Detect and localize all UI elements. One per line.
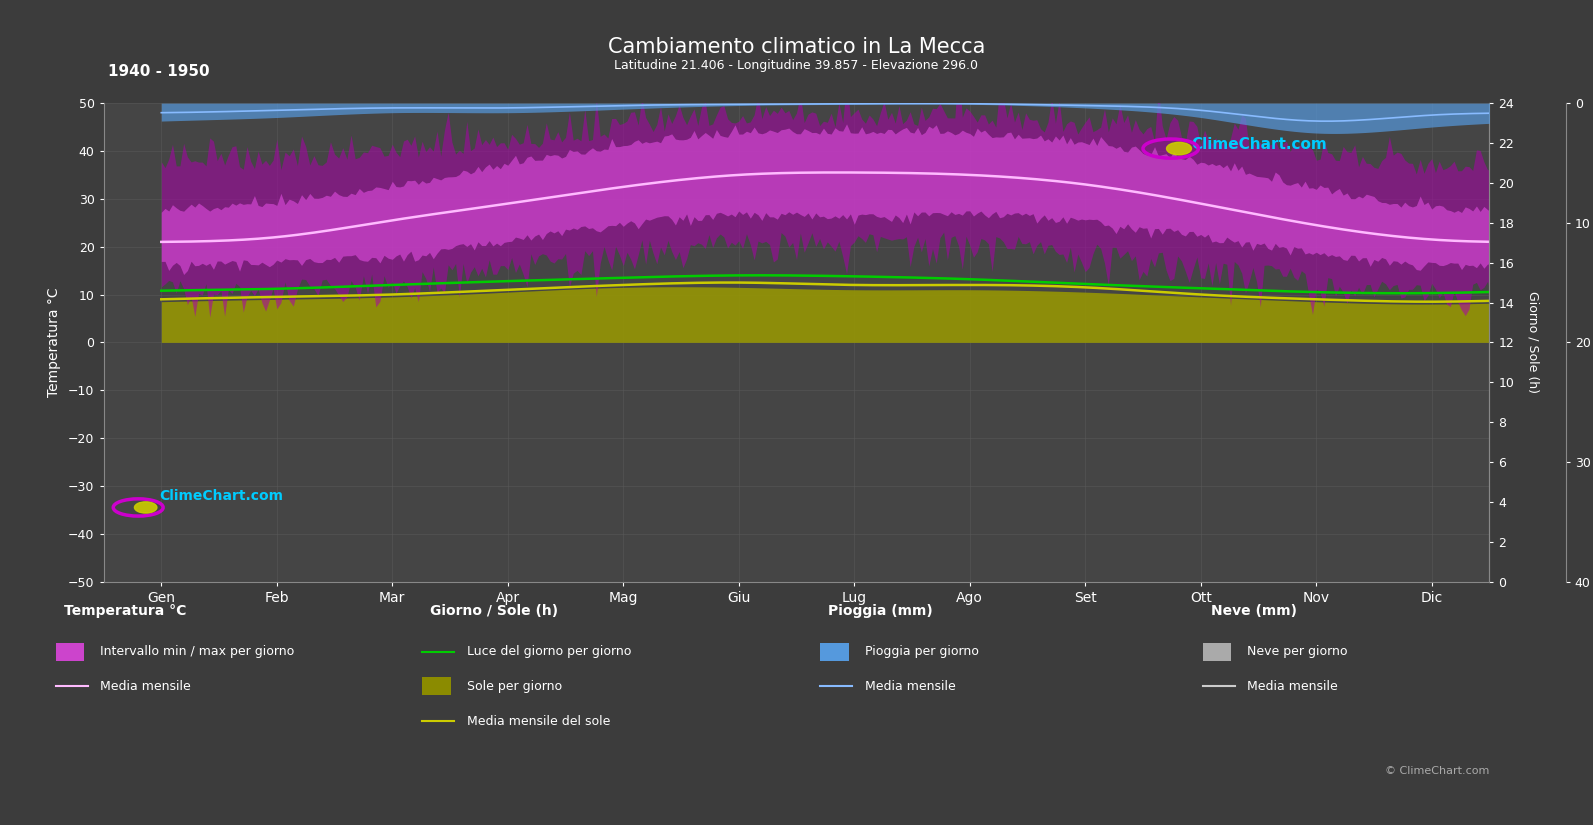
Text: Cambiamento climatico in La Mecca: Cambiamento climatico in La Mecca bbox=[609, 37, 984, 57]
Text: ClimeChart.com: ClimeChart.com bbox=[1192, 137, 1327, 152]
Y-axis label: Temperatura °C: Temperatura °C bbox=[48, 288, 61, 397]
Ellipse shape bbox=[1166, 143, 1192, 155]
Text: Sole per giorno: Sole per giorno bbox=[467, 680, 562, 693]
Ellipse shape bbox=[134, 502, 156, 513]
Text: Neve (mm): Neve (mm) bbox=[1211, 604, 1297, 618]
Text: Temperatura °C: Temperatura °C bbox=[64, 604, 186, 618]
Text: Media mensile: Media mensile bbox=[1247, 680, 1338, 693]
Text: Giorno / Sole (h): Giorno / Sole (h) bbox=[430, 604, 558, 618]
Text: Media mensile: Media mensile bbox=[865, 680, 956, 693]
Text: Pioggia (mm): Pioggia (mm) bbox=[828, 604, 933, 618]
Text: Media mensile: Media mensile bbox=[100, 680, 191, 693]
Text: ClimeChart.com: ClimeChart.com bbox=[159, 489, 284, 503]
Text: Intervallo min / max per giorno: Intervallo min / max per giorno bbox=[100, 645, 295, 658]
Y-axis label: Giorno / Sole (h): Giorno / Sole (h) bbox=[1526, 291, 1539, 394]
Text: 1940 - 1950: 1940 - 1950 bbox=[108, 64, 210, 79]
Text: Media mensile del sole: Media mensile del sole bbox=[467, 714, 610, 728]
Text: Latitudine 21.406 - Longitudine 39.857 - Elevazione 296.0: Latitudine 21.406 - Longitudine 39.857 -… bbox=[615, 59, 978, 73]
Text: Pioggia per giorno: Pioggia per giorno bbox=[865, 645, 978, 658]
Text: Neve per giorno: Neve per giorno bbox=[1247, 645, 1348, 658]
Text: © ClimeChart.com: © ClimeChart.com bbox=[1384, 766, 1489, 775]
Text: Luce del giorno per giorno: Luce del giorno per giorno bbox=[467, 645, 631, 658]
